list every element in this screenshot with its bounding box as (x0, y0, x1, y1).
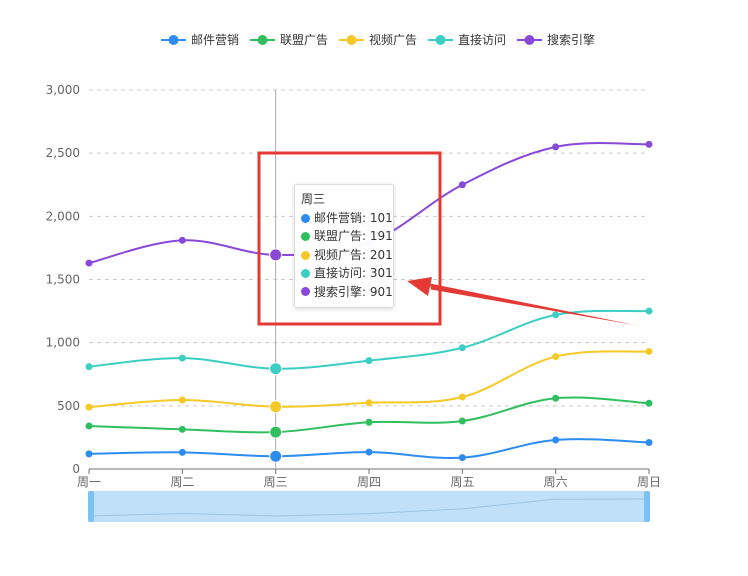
annotation-red-box (257, 151, 442, 326)
data-point[interactable] (178, 236, 186, 244)
series-layer (85, 140, 653, 463)
tooltip-row: 搜索引擎: 901 (301, 283, 393, 301)
legend-dot-icon (346, 35, 357, 45)
legend-item[interactable]: 联盟广告 (250, 33, 328, 47)
data-point[interactable] (365, 418, 373, 426)
tooltip-dot (301, 232, 310, 242)
data-point[interactable] (552, 436, 560, 444)
legend-label: 联盟广告 (280, 33, 328, 47)
y-tick-label: 3,000 (46, 83, 80, 97)
legend-item[interactable]: 视频广告 (339, 32, 417, 47)
data-point[interactable] (269, 248, 283, 262)
data-point[interactable] (365, 357, 373, 365)
x-tick-label: 周三 (264, 475, 288, 489)
annotation-layer (257, 151, 640, 326)
y-tick-label: 1,500 (46, 273, 80, 287)
tooltip-row: 视频广告: 201 (301, 246, 393, 264)
data-point[interactable] (458, 417, 466, 425)
y-tick-label: 2,500 (46, 146, 80, 160)
tooltip-row-label: 直接访问: 301 (314, 266, 393, 281)
tooltip-dot (301, 250, 310, 260)
tooltip-row-label: 联盟广告: 191 (314, 229, 393, 244)
x-tick-label: 周二 (170, 475, 194, 489)
legend-label: 视频广告 (369, 32, 417, 47)
data-point[interactable] (269, 362, 283, 376)
data-point[interactable] (645, 399, 653, 407)
data-point[interactable] (552, 311, 560, 319)
zoom-handle-left[interactable] (88, 491, 94, 522)
legend-item[interactable]: 直接访问 (428, 32, 506, 47)
data-point[interactable] (458, 393, 466, 401)
legend-label: 邮件营销 (191, 33, 239, 47)
tooltip: 周三 邮件营销: 101 联盟广告: 191 视频广告: 201 直接访问: 3… (294, 184, 394, 309)
y-axis: 0 500 1,000 1,500 2,000 2,500 3,000 (46, 83, 80, 476)
x-tick-label: 周日 (637, 475, 661, 489)
tooltip-row-label: 邮件营销: 101 (314, 211, 393, 225)
y-tick-label: 2,000 (46, 209, 80, 223)
legend-label: 搜索引擎 (547, 32, 595, 47)
data-zoom-slider[interactable] (88, 491, 650, 522)
data-point[interactable] (178, 354, 186, 362)
x-axis: 周一 周二 周三 周四 周五 周六 周日 (77, 468, 661, 489)
tooltip-row: 联盟广告: 191 (301, 227, 393, 245)
tooltip-title: 周三 (301, 192, 326, 206)
data-point[interactable] (645, 348, 653, 356)
data-point[interactable] (552, 353, 560, 361)
zoom-selected-area (91, 491, 647, 522)
y-tick-label: 500 (57, 399, 80, 413)
x-tick-label: 周五 (450, 475, 474, 489)
data-point[interactable] (645, 307, 653, 315)
data-point[interactable] (85, 403, 93, 411)
legend-item[interactable]: 搜索引擎 (517, 32, 595, 47)
legend-dot-icon (524, 35, 535, 45)
annotation-arrow-shaft (430, 283, 640, 326)
y-tick-label: 0 (72, 462, 80, 476)
data-point[interactable] (552, 143, 560, 151)
x-tick-label: 周四 (357, 475, 381, 489)
data-point[interactable] (178, 425, 186, 433)
data-point[interactable] (178, 448, 186, 456)
data-point[interactable] (365, 399, 373, 407)
legend: 邮件营销 联盟广告 视频广告 直接访问 搜索引擎 (161, 32, 595, 47)
data-point[interactable] (458, 454, 466, 462)
data-point[interactable] (269, 425, 283, 439)
data-point[interactable] (458, 181, 466, 189)
data-point[interactable] (458, 344, 466, 352)
data-point[interactable] (365, 448, 373, 456)
data-point[interactable] (85, 450, 93, 458)
data-point[interactable] (85, 422, 93, 430)
x-tick-label: 周六 (544, 475, 568, 489)
tooltip-dot (301, 287, 310, 297)
zoom-handle-right[interactable] (644, 491, 650, 522)
legend-dot-icon (168, 35, 179, 45)
y-tick-label: 1,000 (46, 336, 80, 350)
data-point[interactable] (178, 396, 186, 404)
x-tick-label: 周一 (77, 475, 101, 489)
annotation-arrow-head (407, 277, 432, 296)
tooltip-row-label: 视频广告: 201 (314, 247, 393, 262)
zoom-preview-line (90, 498, 648, 517)
data-point[interactable] (645, 438, 653, 446)
tooltip-dot (301, 213, 310, 223)
tooltip-dot (301, 268, 310, 278)
tooltip-row: 邮件营销: 101 (301, 209, 393, 227)
legend-label: 直接访问 (458, 32, 506, 47)
data-point[interactable] (85, 363, 93, 371)
legend-item[interactable]: 邮件营销 (161, 33, 239, 47)
data-point[interactable] (269, 400, 283, 414)
data-point[interactable] (552, 394, 560, 402)
tooltip-row-label: 搜索引擎: 901 (314, 284, 393, 299)
legend-dot-icon (257, 35, 268, 45)
tooltip-row: 直接访问: 301 (301, 264, 393, 282)
data-point[interactable] (85, 259, 93, 267)
legend-dot-icon (435, 35, 446, 45)
data-point[interactable] (269, 449, 283, 463)
data-point[interactable] (645, 140, 653, 148)
